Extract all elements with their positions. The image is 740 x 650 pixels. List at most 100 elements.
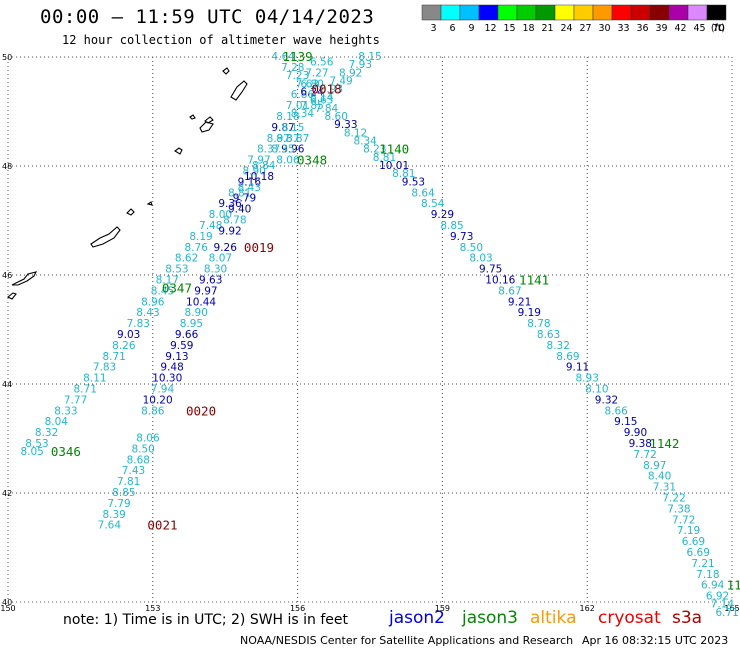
swh-value-label: 7.01: [286, 100, 309, 112]
swh-value-label: 7.21: [691, 558, 714, 570]
island-outline: [204, 116, 214, 124]
swh-value-label: 7.83: [127, 318, 150, 330]
swh-value-label: 10.16: [485, 274, 515, 286]
footer-timestamp: Apr 16 08:32:15 UTC 2023: [582, 634, 729, 647]
swh-value-label: 8.84: [252, 160, 276, 172]
swh-value-label: 8.15: [281, 122, 304, 134]
legend-jason3: jason3: [462, 608, 518, 628]
swh-value-label: 7.23: [286, 70, 309, 82]
island-outline: [230, 80, 248, 101]
swh-value-label: 7.77: [64, 394, 87, 406]
colorbar-swatch: [611, 4, 632, 21]
swh-value-label: 9.66: [175, 329, 199, 341]
pass-time-label: 1142: [649, 436, 679, 451]
pass-time-label: 0020: [186, 403, 216, 418]
swh-value-label: 6.69: [687, 547, 710, 559]
plot-border: [7, 56, 733, 603]
swh-value-label: 8.95: [180, 318, 203, 330]
swh-value-label: 9.75: [479, 264, 502, 276]
swh-value-label: 7.85: [300, 100, 323, 112]
swh-value-label: 9.16: [238, 176, 262, 188]
y-tick-label: 40: [2, 598, 12, 607]
swh-value-label: 8.53: [25, 438, 48, 450]
y-tick-label: 50: [2, 53, 12, 62]
island-outline: [189, 114, 196, 120]
swh-value-label: 8.11: [83, 373, 106, 385]
swh-value-label: 7.63: [296, 78, 319, 90]
swh-value-label: 8.78: [527, 318, 550, 330]
x-tick-label: 150: [0, 604, 15, 613]
swh-value-label: 9.90: [624, 427, 647, 439]
swh-value-label: 7.19: [677, 525, 700, 537]
swh-value-label: 8.90: [242, 165, 265, 177]
swh-value-label: 7.43: [122, 465, 145, 477]
swh-value-label: 9.33: [334, 119, 357, 131]
x-tick-label: 162: [580, 604, 595, 613]
colorbar-swatch: [421, 4, 442, 21]
swh-value-label: 6.56: [310, 56, 334, 68]
swh-value-label: 8.62: [175, 253, 198, 265]
swh-value-label: 9.11: [566, 362, 589, 374]
swh-value-label: 8.93: [576, 373, 599, 385]
pass-time-label: 1143: [727, 578, 740, 593]
plot-frame: [7, 56, 733, 603]
wave-height-marks: 8.058.538.328.048.337.778.718.117.838.71…: [20, 49, 740, 619]
swh-value-label: 10.30: [152, 373, 182, 385]
swh-value-label: 8.18: [276, 111, 299, 123]
swh-value-label: 8.17: [156, 274, 179, 286]
y-tick-label: 44: [2, 380, 12, 389]
swh-value-label: 8.78: [223, 215, 246, 227]
island-outline: [11, 271, 38, 286]
swh-value-label: 8.30: [204, 264, 227, 276]
swh-value-label: 7.81: [117, 476, 140, 488]
swh-value-label: 9.96: [281, 144, 305, 156]
colorbar-swatch: [459, 4, 480, 21]
swh-value-label: 8.10: [585, 383, 608, 395]
swh-value-label: 9.19: [518, 307, 541, 319]
swh-value-label: 7.49: [329, 76, 352, 88]
swh-value-label: 8.43: [136, 307, 159, 319]
swh-value-label: 8.26: [112, 340, 136, 352]
island-outline: [174, 147, 183, 155]
swh-value-label: 8.07: [209, 253, 232, 265]
pass-time-label: 0348: [297, 153, 327, 168]
colorbar-tick-label: 45: [693, 23, 705, 34]
pass-time-label: 1141: [519, 272, 549, 287]
colorbar-swatch: [440, 4, 461, 21]
colorbar-swatch: [516, 4, 537, 21]
colorbar-swatch: [687, 4, 708, 21]
x-tick-label: 165: [724, 604, 739, 613]
legend-altika: altika: [530, 608, 577, 628]
swh-value-label: 9.03: [117, 329, 140, 341]
colorbar-tick-label: 9: [468, 23, 474, 34]
swh-value-label: 7.83: [93, 362, 116, 374]
colorbar-tick-label: 30: [598, 23, 610, 34]
footer-note: note: 1) Time is in UTC; 2) SWH is in fe…: [63, 612, 349, 628]
swh-value-label: 7.48: [199, 220, 222, 232]
colorbar-unit-label: (ft): [711, 23, 725, 34]
colorbar-swatch: [497, 4, 518, 21]
swh-value-label: 8.81: [373, 152, 396, 164]
colorbar-swatch: [649, 4, 670, 21]
pass-time-label: 0021: [147, 518, 177, 533]
swh-value-label: 6.92: [706, 591, 729, 603]
colorbar-legend: 3 6 9 12 15 18 21 24 27 30 33 36 39 42 45 70(ft): [421, 4, 727, 34]
swh-value-label: 8.85: [112, 487, 135, 499]
swh-value-label: 8.34: [353, 135, 377, 147]
swh-value-label: 7.22: [662, 492, 685, 504]
swh-value-label: 9.13: [165, 351, 188, 363]
swh-value-label: 8.06: [136, 433, 160, 445]
gridlines: [8, 57, 732, 602]
swh-value-label: 7.64: [98, 520, 122, 532]
island-outline: [126, 208, 135, 216]
swh-value-label: 4.64: [271, 51, 295, 63]
swh-value-label: 9.79: [233, 193, 256, 205]
swh-value-label: 8.90: [185, 307, 208, 319]
legend-s3a: s3a: [672, 608, 703, 628]
pass-time-label: 0346: [51, 444, 81, 459]
swh-value-label: 8.32: [547, 340, 570, 352]
colorbar-tick-label: 12: [484, 23, 496, 34]
swh-value-label: 6.63: [310, 95, 333, 107]
swh-value-label: 9.53: [402, 176, 425, 188]
